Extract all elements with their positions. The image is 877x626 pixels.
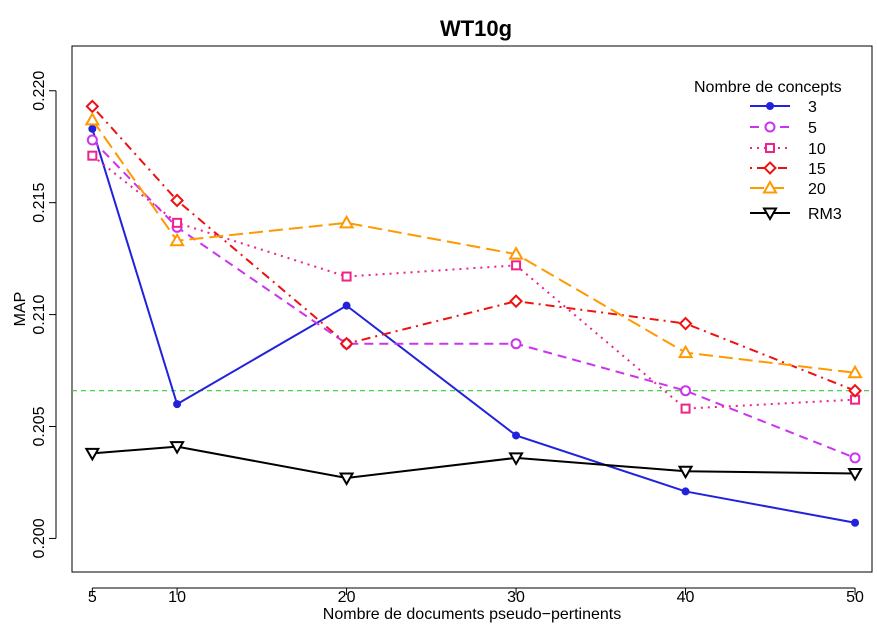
- legend-marker: [763, 161, 777, 175]
- series-line: [92, 445, 856, 480]
- y-tick-label: 0.210: [31, 294, 48, 334]
- series-line: [91, 139, 856, 459]
- data-point: [88, 124, 97, 133]
- legend-label: 15: [808, 161, 826, 178]
- data-point: [847, 468, 863, 482]
- series-20: [84, 111, 863, 379]
- x-tick-label: 10: [168, 589, 186, 606]
- data-point: [169, 232, 185, 247]
- data-point: [678, 316, 693, 331]
- data-point: [508, 246, 524, 260]
- data-point: [170, 193, 184, 208]
- legend-marker: [762, 179, 778, 194]
- y-tick-label: 0.215: [31, 183, 48, 223]
- data-point: [341, 271, 352, 282]
- series-3: [88, 124, 860, 527]
- data-point: [677, 465, 694, 480]
- legend-label: 10: [808, 141, 826, 158]
- y-axis-label: MAP: [12, 292, 29, 327]
- data-point: [680, 403, 691, 414]
- legend-label: 3: [808, 99, 817, 116]
- legend-marker: [764, 121, 776, 133]
- data-point: [173, 400, 182, 409]
- legend-item-5: 5: [750, 120, 817, 137]
- legend-marker: [765, 143, 775, 153]
- data-point: [851, 518, 860, 527]
- data-point: [847, 364, 863, 379]
- legend-marker: [766, 102, 774, 110]
- series-line: [91, 119, 856, 374]
- chart-title: WT10g: [440, 16, 512, 41]
- legend-item-10: 10: [750, 141, 826, 158]
- series-line: [91, 154, 856, 410]
- data-point: [338, 214, 355, 229]
- data-point: [849, 452, 861, 464]
- data-point: [680, 385, 692, 397]
- data-point: [87, 150, 98, 161]
- y-tick-label: 0.200: [31, 518, 48, 558]
- data-point: [84, 111, 101, 126]
- axes-layer: 5 10 20 30 40 50 0.200 0.205 0.210 0.215 0.220: [31, 71, 864, 606]
- data-point: [677, 344, 694, 359]
- data-point: [169, 441, 185, 455]
- x-tick-label: 5: [88, 589, 97, 606]
- series-line: [91, 128, 856, 524]
- data-point: [85, 99, 100, 114]
- data-point: [172, 217, 183, 228]
- x-tick-label: 40: [677, 589, 695, 606]
- data-point: [84, 447, 101, 462]
- x-tick-label: 20: [338, 589, 356, 606]
- legend-marker: [762, 207, 778, 222]
- plot-area: [71, 45, 873, 573]
- x-axis-label: Nombre de documents pseudo−pertinents: [323, 606, 621, 623]
- data-point: [512, 431, 521, 440]
- legend-label: 20: [808, 181, 826, 198]
- data-point: [848, 383, 862, 398]
- series-layer: [84, 99, 863, 527]
- data-point: [681, 487, 690, 496]
- x-tick-label: 30: [507, 589, 525, 606]
- legend-title: Nombre de concepts: [694, 79, 842, 96]
- legend-item-3: 3: [750, 99, 817, 116]
- legend-item-RM3: RM3: [750, 206, 842, 223]
- data-point: [342, 301, 351, 310]
- series-RM3: [84, 441, 863, 487]
- legend-item-20: 20: [750, 179, 826, 198]
- data-point: [509, 294, 523, 309]
- series-10: [87, 150, 861, 414]
- series-line: [91, 105, 856, 392]
- data-point: [508, 452, 524, 466]
- legend-item-15: 15: [750, 161, 826, 178]
- y-tick-label: 0.205: [31, 406, 48, 446]
- x-tick-label: 50: [846, 589, 864, 606]
- series-15: [85, 99, 862, 398]
- legend-label: 5: [808, 120, 817, 137]
- legend: Nombre de concepts 3 5 10 15 20 RM3: [694, 79, 842, 223]
- series-5: [86, 134, 861, 464]
- data-point: [339, 336, 354, 351]
- data-point: [86, 134, 98, 146]
- data-point: [511, 260, 522, 271]
- y-tick-label: 0.220: [31, 71, 48, 111]
- data-point: [338, 472, 355, 487]
- data-point: [510, 338, 522, 350]
- legend-label: RM3: [808, 206, 842, 223]
